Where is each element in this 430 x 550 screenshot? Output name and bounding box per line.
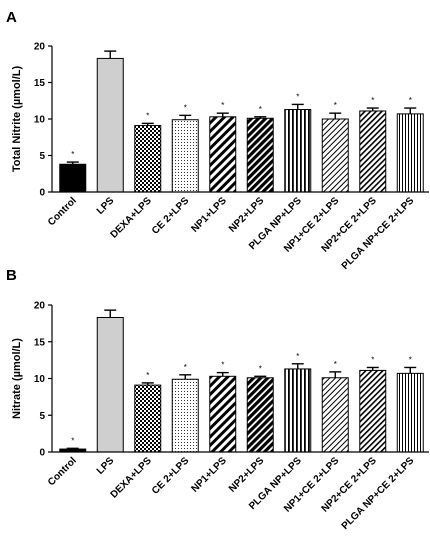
- bar-plga-np-ce-2-lps: [396, 372, 424, 453]
- x-tick-label: DEXA+LPS: [109, 455, 155, 501]
- significance-marker: *: [146, 371, 149, 380]
- significance-marker: *: [371, 96, 374, 105]
- bar-dexa-lps: [134, 125, 162, 193]
- significance-marker: *: [259, 105, 262, 114]
- bar-np1-ce-2-lps: [321, 118, 349, 193]
- bar-lps: [96, 316, 124, 453]
- significance-marker: *: [296, 352, 299, 361]
- y-tick-label: 10: [34, 115, 46, 126]
- significance-marker: *: [259, 364, 262, 373]
- bar-plga-np-lps: [284, 368, 312, 453]
- bar-np2-ce-2-lps: [359, 369, 387, 453]
- bar-dexa-lps: [134, 384, 162, 453]
- bar-np2-lps: [246, 377, 274, 453]
- y-axis-label: Total Nitrite (µmol/L): [11, 65, 23, 172]
- x-tick-label: CE 2+LPS: [150, 455, 192, 497]
- bar-ce-2-lps: [171, 378, 199, 453]
- y-tick-label: 20: [34, 301, 46, 312]
- x-tick-label: NP1+LPS: [189, 455, 229, 495]
- bar-np1-lps: [209, 116, 237, 193]
- y-tick-label: 20: [34, 42, 46, 53]
- bar-np2-ce-2-lps: [359, 110, 387, 193]
- bar-np1-lps: [209, 375, 237, 453]
- x-tick-label: CE 2+LPS: [150, 195, 192, 237]
- significance-marker: *: [184, 363, 187, 372]
- significance-marker: *: [334, 360, 337, 369]
- y-tick-label: 5: [39, 151, 45, 162]
- panel-label: A: [6, 9, 17, 26]
- significance-marker: *: [409, 96, 412, 105]
- x-tick-label: DEXA+LPS: [109, 195, 155, 241]
- x-tick-label: Control: [46, 195, 79, 228]
- x-tick-label: NP2+LPS: [227, 195, 267, 235]
- significance-marker: *: [71, 436, 74, 445]
- panel-b: B Nitrate (µmol/L) 0 5 10 15 20 * Control LPS * DEX…: [6, 267, 429, 532]
- y-tick-label: 0: [39, 448, 45, 459]
- bar-control: [59, 163, 87, 193]
- bar-ce-2-lps: [171, 119, 199, 193]
- significance-marker: *: [71, 150, 74, 159]
- y-axis-label: Nitrate (µmol/L): [11, 338, 23, 419]
- significance-marker: *: [221, 361, 224, 370]
- significance-marker: *: [221, 101, 224, 110]
- significance-marker: *: [409, 355, 412, 364]
- bar-np2-lps: [246, 117, 274, 193]
- x-tick-label: NP2+LPS: [227, 455, 267, 495]
- x-tick-label: PLGA NP+CE 2+LPS: [340, 455, 417, 532]
- x-tick-label: Control: [46, 455, 79, 488]
- x-tick-label: LPS: [95, 195, 117, 217]
- y-tick-label: 5: [39, 411, 45, 422]
- x-tick-label: LPS: [95, 455, 117, 477]
- significance-marker: *: [146, 111, 149, 120]
- y-tick-label: 15: [34, 337, 46, 348]
- bar-lps: [96, 57, 124, 193]
- y-tick-label: 10: [34, 374, 46, 385]
- x-tick-label: PLGA NP+CE 2+LPS: [340, 195, 417, 272]
- x-tick-label: NP1+LPS: [189, 195, 229, 235]
- bar-np1-ce-2-lps: [321, 377, 349, 453]
- significance-marker: *: [371, 355, 374, 364]
- significance-marker: *: [334, 101, 337, 110]
- y-tick-label: 15: [34, 78, 46, 89]
- significance-marker: *: [296, 92, 299, 101]
- bar-plga-np-ce-2-lps: [396, 113, 424, 193]
- significance-marker: *: [184, 103, 187, 112]
- bar-plga-np-lps: [284, 109, 312, 193]
- y-tick-label: 0: [39, 188, 45, 199]
- panel-a: A Total Nitrite (µmol/L) 0 5 10 15 20 * Control L…: [6, 9, 429, 272]
- panel-label: B: [6, 267, 17, 284]
